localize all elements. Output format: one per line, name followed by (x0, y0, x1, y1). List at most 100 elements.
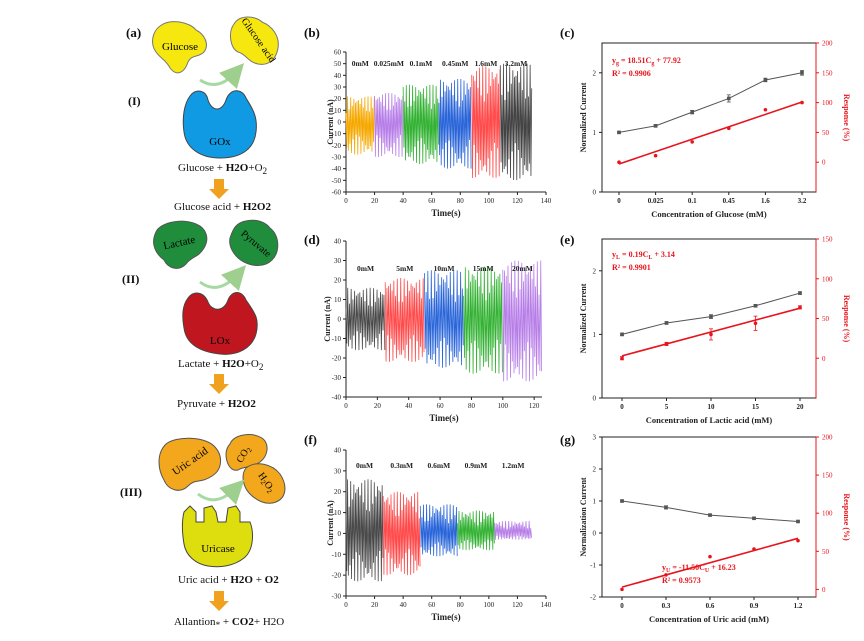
eq-bold: H2O2 (227, 398, 256, 410)
y-tick-label: 20 (334, 277, 342, 285)
y-tick-label: 40 (334, 72, 342, 80)
panel-label-e: (e) (560, 232, 575, 247)
y-tick-label: 3 (593, 434, 597, 442)
data-point (617, 130, 621, 135)
trace-segment (374, 92, 404, 157)
data-point (752, 547, 756, 551)
y2-tick-label: 100 (822, 275, 833, 283)
eq-subscript: g (651, 61, 654, 67)
segment-label: 0.025mM (374, 59, 404, 68)
data-point (753, 321, 758, 326)
y-tick-label: -60 (332, 189, 342, 197)
data-point (800, 100, 804, 105)
y-tick-label: 30 (334, 84, 342, 92)
y2-tick-label: 50 (822, 548, 830, 556)
x-tick-label: 0 (344, 601, 348, 609)
x-tick-label: 0.025 (648, 197, 664, 205)
x-tick-label: 100 (484, 197, 495, 205)
down-arrow-3 (209, 591, 229, 611)
data-point (709, 332, 713, 337)
eq-text: Uric acid + (178, 574, 231, 586)
y-tick-label: -30 (332, 374, 342, 382)
data-point (798, 291, 802, 295)
y2-axis-title: Response (%) (842, 295, 851, 343)
y-tick-label: 0 (593, 189, 597, 197)
x-tick-label: 120 (512, 197, 523, 205)
scheme-roman-3: (III) (120, 485, 143, 499)
x-tick-label: 120 (512, 601, 523, 609)
data-point (664, 321, 669, 325)
trace-segment (502, 260, 543, 382)
r-squared: R² = 0.9901 (612, 263, 651, 272)
equation-lactate-product: Pyruvate + H2O2 (177, 398, 256, 410)
segment-label: 15mM (473, 264, 494, 273)
y-tick-label: 0 (593, 395, 597, 403)
x-tick-label: 120 (529, 402, 540, 410)
y-tick-label: 30 (334, 257, 342, 265)
data-point (664, 573, 668, 577)
data-point (796, 519, 800, 524)
segment-label: 3.2mM (505, 59, 528, 68)
lox-enzyme-shape (182, 292, 258, 355)
scheme-uric-acid: Uric acid CO2 H2O2 Uricase (158, 434, 286, 568)
x-tick-label: 10 (708, 403, 716, 411)
eq-text: +O (248, 162, 263, 174)
trace-segment (402, 84, 439, 164)
eq-part: y (612, 56, 616, 65)
y-axis-title: Current (nA) (323, 296, 332, 342)
series-line (621, 292, 801, 335)
y-tick-label: 10 (334, 296, 342, 304)
y2-tick-label: 0 (822, 159, 826, 167)
y-axis-title: Current (nA) (326, 99, 335, 145)
segment-label: 20mM (512, 264, 533, 273)
x-tick-label: 0.3 (662, 602, 671, 610)
glucose-substrate-shape (152, 21, 207, 74)
x-tick-label: 0 (620, 602, 624, 610)
chart-g: 0 0.3 0.6 0.9 1.2 Concentration of Uric acid … (579, 434, 851, 625)
data-point (664, 505, 668, 510)
y2-tick-label: 200 (822, 434, 833, 442)
trace-segment (384, 278, 425, 362)
y2-tick-label: 150 (822, 472, 833, 480)
y-tick-label: -10 (332, 130, 342, 138)
x-tick-label: 1.6 (761, 197, 770, 205)
h2o2-product-shape (242, 463, 286, 504)
charts-layer: 0 20 40 60 80 100 120 140-60-50-40-30-20-100102… (323, 40, 851, 625)
x-axis-title: Concentration of Lactic acid (mM) (646, 415, 773, 425)
data-point (753, 303, 758, 308)
x-tick-label: 0 (344, 402, 348, 410)
y-axis-title: Normalization Current (579, 477, 588, 557)
eq-part: + 3.14 (652, 250, 675, 259)
eq-part: + 16.23 (709, 563, 736, 572)
x-axis-title: Time(s) (429, 413, 458, 423)
y-tick-label: -1 (590, 562, 596, 570)
y-tick-label: -50 (332, 177, 342, 185)
y-tick-label: 10 (334, 107, 342, 115)
segment-label: 0.9mM (465, 461, 488, 470)
data-point (727, 96, 731, 101)
x-tick-label: 0.9 (750, 602, 759, 610)
data-point (798, 305, 802, 310)
eq-text: Lactate + (178, 358, 223, 370)
x-tick-label: 0 (344, 197, 348, 205)
trace-segment (345, 287, 386, 351)
equation-uric-acid-product: Allantion* + CO2+ H2O (174, 616, 284, 630)
y2-tick-label: 50 (822, 129, 830, 137)
trace-segment (345, 479, 384, 582)
x-tick-label: 40 (400, 197, 408, 205)
y2-tick-label: 100 (822, 99, 833, 107)
y-tick-label: 40 (334, 447, 342, 455)
data-point (709, 314, 713, 319)
x-tick-label: 80 (457, 197, 465, 205)
y-tick-label: 20 (334, 95, 342, 103)
y-tick-label: -10 (332, 335, 342, 343)
x-tick-label: 20 (371, 197, 379, 205)
x-tick-label: 0.1 (688, 197, 697, 205)
y-tick-label: 30 (334, 467, 342, 475)
y-tick-label: -20 (332, 355, 342, 363)
x-tick-label: 0 (617, 197, 621, 205)
x-tick-label: 0.6 (706, 602, 715, 610)
eq-text: Glucose + (178, 162, 226, 174)
y-tick-label: 50 (334, 60, 342, 68)
x-tick-label: 100 (484, 601, 495, 609)
